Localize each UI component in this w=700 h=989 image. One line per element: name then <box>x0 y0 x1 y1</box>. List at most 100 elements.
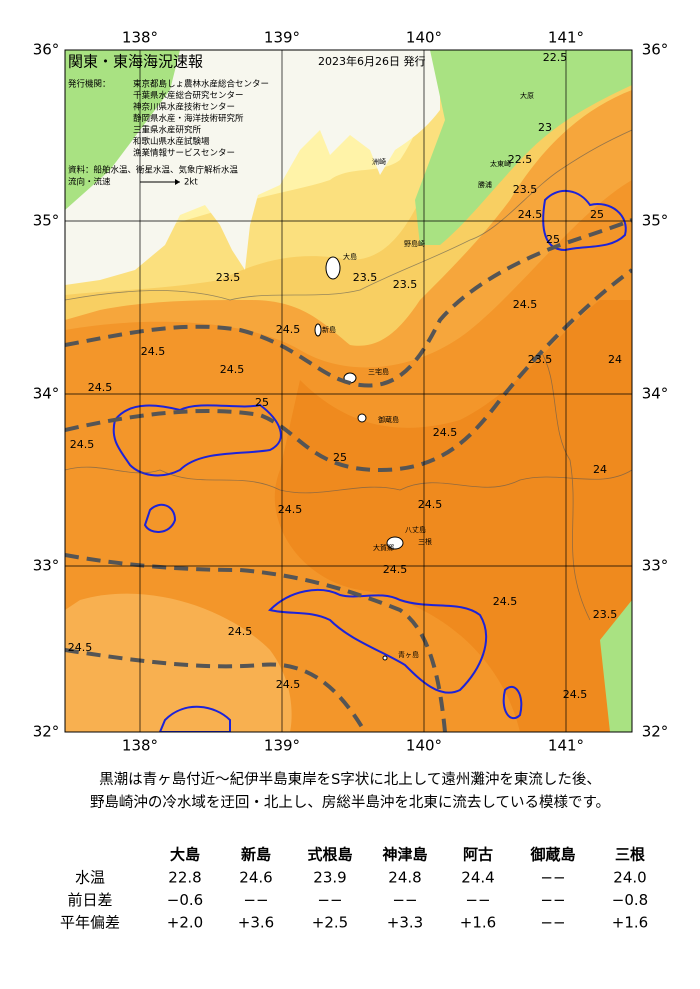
lon-label: 138° <box>122 737 158 755</box>
contour-label: 23 <box>538 121 552 134</box>
place-label: 洲崎 <box>372 157 386 166</box>
contour-label: 23.5 <box>216 271 241 284</box>
cell: 24.0 <box>613 869 646 887</box>
cell: −0.6 <box>167 891 203 909</box>
issuer: 漁業情報サービスセンター <box>133 148 235 159</box>
lat-label: 36° <box>33 41 60 59</box>
cell: 24.8 <box>388 869 421 887</box>
description: 野島崎沖の冷水域を迂回・北上し、房総半島沖を北東に流去している模様です。 <box>90 794 610 811</box>
island <box>357 413 367 423</box>
lon-label: 141° <box>548 737 584 755</box>
lat-label: 33° <box>33 557 60 575</box>
place-label: 三宅島 <box>368 367 389 376</box>
contour-label: 24.5 <box>276 678 301 691</box>
contour-label: 23.5 <box>593 608 618 621</box>
contour-label: 24.5 <box>518 208 543 221</box>
land <box>65 50 440 285</box>
cell: −− <box>540 869 565 887</box>
contour-label: 24.5 <box>493 595 518 608</box>
lat-labels: 36° 36° 35° 35° 34° 34° 33° 33° 32° 32° <box>33 41 669 741</box>
row-label: 前日差 <box>67 891 112 909</box>
place-label: 野島崎 <box>404 239 425 248</box>
contour-label: 25 <box>546 233 560 246</box>
isotherm <box>65 129 632 621</box>
lat-label: 32° <box>642 723 669 741</box>
contour-label: 24.5 <box>418 498 443 511</box>
cell: +1.6 <box>460 914 496 932</box>
issuer-label: 発行機関： <box>68 79 111 90</box>
cell: −0.8 <box>612 891 648 909</box>
place-label: 勝浦 <box>478 180 492 189</box>
lat-label: 35° <box>33 212 60 230</box>
cell: −− <box>540 891 565 909</box>
map <box>65 50 632 732</box>
issuer: 東京都島しょ農林水産総合センター <box>133 79 269 90</box>
issue-date: 2023年6月26日 発行 <box>318 54 426 68</box>
contour-label: 24 <box>593 463 607 476</box>
cell: 23.9 <box>313 869 346 887</box>
place-label: 大島 <box>343 252 357 261</box>
island <box>325 256 341 280</box>
lon-label: 139° <box>264 29 300 47</box>
row-label: 水温 <box>75 869 105 887</box>
cell: −− <box>465 891 490 909</box>
contour-label: 24.5 <box>278 503 303 516</box>
contour-label: 22.5 <box>508 153 533 166</box>
lon-label: 140° <box>406 737 442 755</box>
column-header: 阿古 <box>463 846 493 864</box>
kuroshio-path <box>65 218 632 732</box>
cell: 24.4 <box>461 869 494 887</box>
cell: 22.8 <box>168 869 201 887</box>
place-label: 三根 <box>418 537 432 546</box>
issuer: 静岡県水産・海洋技術研究所 <box>133 113 244 124</box>
contour-label: 24.5 <box>220 363 245 376</box>
issuer: 三重県水産研究所 <box>133 125 202 136</box>
contour-label: 24.5 <box>563 688 588 701</box>
column-header: 新島 <box>241 846 271 864</box>
cell: −− <box>540 914 565 932</box>
cell: +3.3 <box>387 914 423 932</box>
column-header: 神津島 <box>382 846 427 864</box>
legend-arrow-head <box>175 179 180 185</box>
column-header: 御蔵島 <box>529 846 575 864</box>
contour-label: 24.5 <box>383 563 408 576</box>
cell: +2.5 <box>312 914 348 932</box>
column-header: 三根 <box>615 846 645 864</box>
island <box>382 655 388 661</box>
contour-label: 24.5 <box>228 625 253 638</box>
lon-label: 138° <box>122 29 158 47</box>
contour-label: 24.5 <box>433 426 458 439</box>
contour-label: 23.5 <box>513 183 538 196</box>
issuer: 千葉県水産総合研究センター <box>133 90 244 101</box>
column-header: 式根島 <box>307 846 352 864</box>
cell: −− <box>317 891 342 909</box>
contour-label: 24.5 <box>68 641 93 654</box>
place-label: 大賀郷 <box>373 543 394 552</box>
contour-label: 24.5 <box>141 345 166 358</box>
issuer: 和歌山県水産試験場 <box>133 136 210 147</box>
legend-label: 流向・流速 <box>68 177 111 188</box>
place-label: 新島 <box>322 325 336 334</box>
place-label: 八丈島 <box>405 525 426 534</box>
land-green <box>415 50 632 245</box>
lon-label: 139° <box>264 737 300 755</box>
cell: 24.6 <box>239 869 272 887</box>
cell: +1.6 <box>612 914 648 932</box>
place-label: 太東崎 <box>490 159 511 168</box>
place-label: 青ヶ島 <box>398 650 419 659</box>
contour-label: 24 <box>608 353 622 366</box>
contour-label: 22.5 <box>543 51 568 64</box>
cell: −− <box>243 891 268 909</box>
cell: +2.0 <box>167 914 203 932</box>
contour-label: 24.5 <box>70 438 95 451</box>
lat-label: 33° <box>642 557 669 575</box>
contour-label: 25 <box>590 208 604 221</box>
warm-core <box>274 300 632 732</box>
lon-label: 141° <box>548 29 584 47</box>
lat-label: 35° <box>642 212 669 230</box>
outer-green <box>600 600 632 732</box>
legend-scale: 2kt <box>184 178 198 188</box>
